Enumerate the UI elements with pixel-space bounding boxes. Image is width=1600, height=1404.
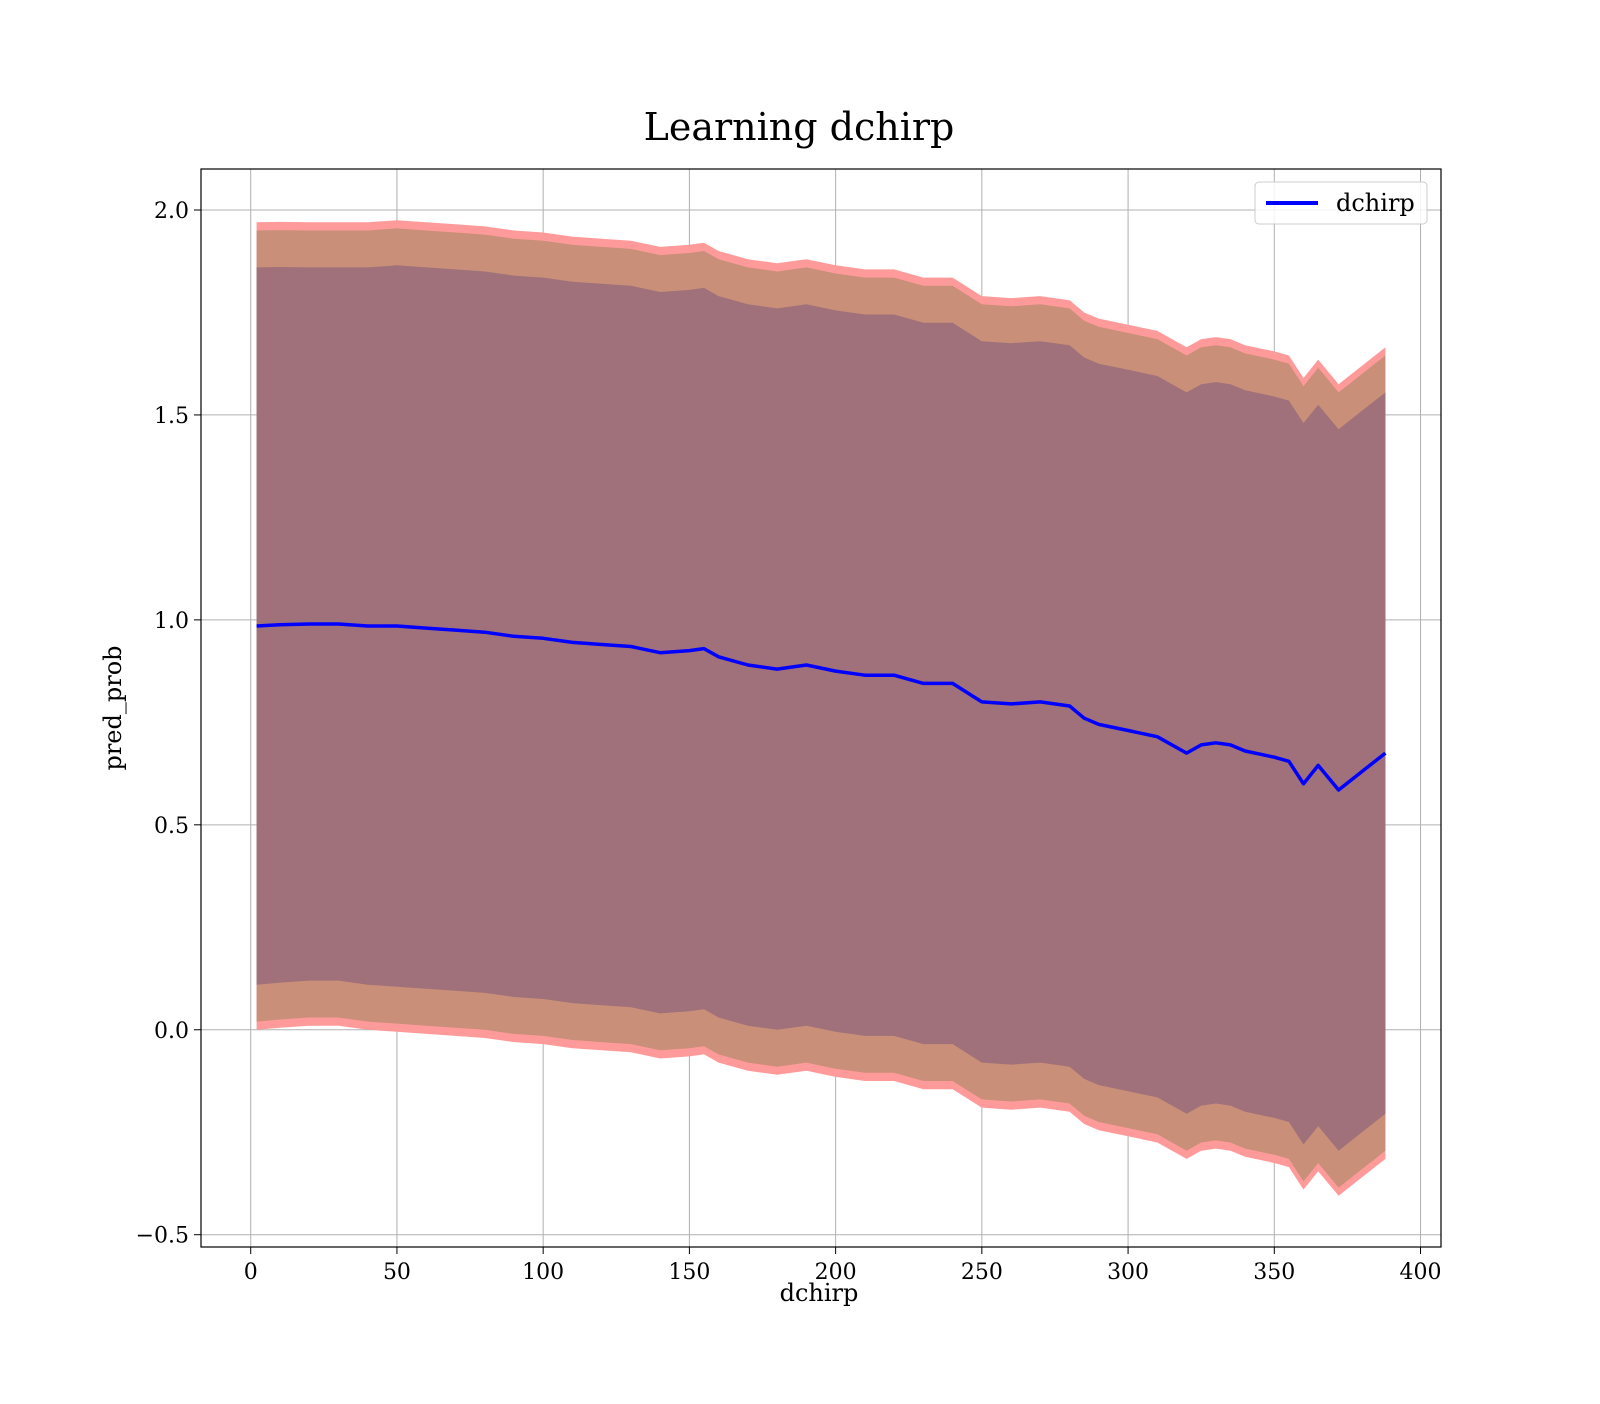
inner-band — [256, 265, 1386, 1151]
plot-frame — [200, 168, 1442, 1248]
x-tick-label: 150 — [668, 1260, 710, 1285]
x-tick-label: 300 — [1107, 1260, 1149, 1285]
legend-box — [1254, 181, 1428, 225]
series-lines — [256, 622, 1387, 792]
x-tick-label: 200 — [815, 1260, 857, 1285]
y-axis-ticks: −0.5 0.0 0.5 1.0 1.5 2.0 — [136, 199, 201, 1249]
legend: dchirp — [1254, 181, 1428, 225]
y-tick-label: 0.5 — [154, 814, 189, 839]
x-axis-label: dchirp — [780, 1279, 859, 1307]
x-tick-label: 50 — [383, 1260, 411, 1285]
y-tick-label: −0.5 — [136, 1224, 189, 1249]
x-axis-ticks: 0 50 100 150 200 250 300 350 400 — [244, 1247, 1442, 1285]
legend-label: dchirp — [1336, 189, 1415, 217]
x-tick-label: 250 — [961, 1260, 1003, 1285]
series-line-dchirp — [256, 622, 1387, 792]
x-tick-label: 100 — [522, 1260, 564, 1285]
y-axis-label: pred_prob — [99, 645, 127, 770]
y-tick-label: 1.5 — [154, 404, 189, 429]
x-tick-label: 0 — [244, 1260, 258, 1285]
y-tick-label: 0.0 — [154, 1019, 189, 1044]
y-tick-label: 2.0 — [154, 199, 189, 224]
confidence-bands — [256, 220, 1386, 1196]
chart-title: Learning dchirp — [644, 105, 955, 149]
x-tick-label: 350 — [1253, 1260, 1295, 1285]
x-tick-label: 400 — [1400, 1260, 1442, 1285]
y-tick-label: 1.0 — [154, 609, 189, 634]
